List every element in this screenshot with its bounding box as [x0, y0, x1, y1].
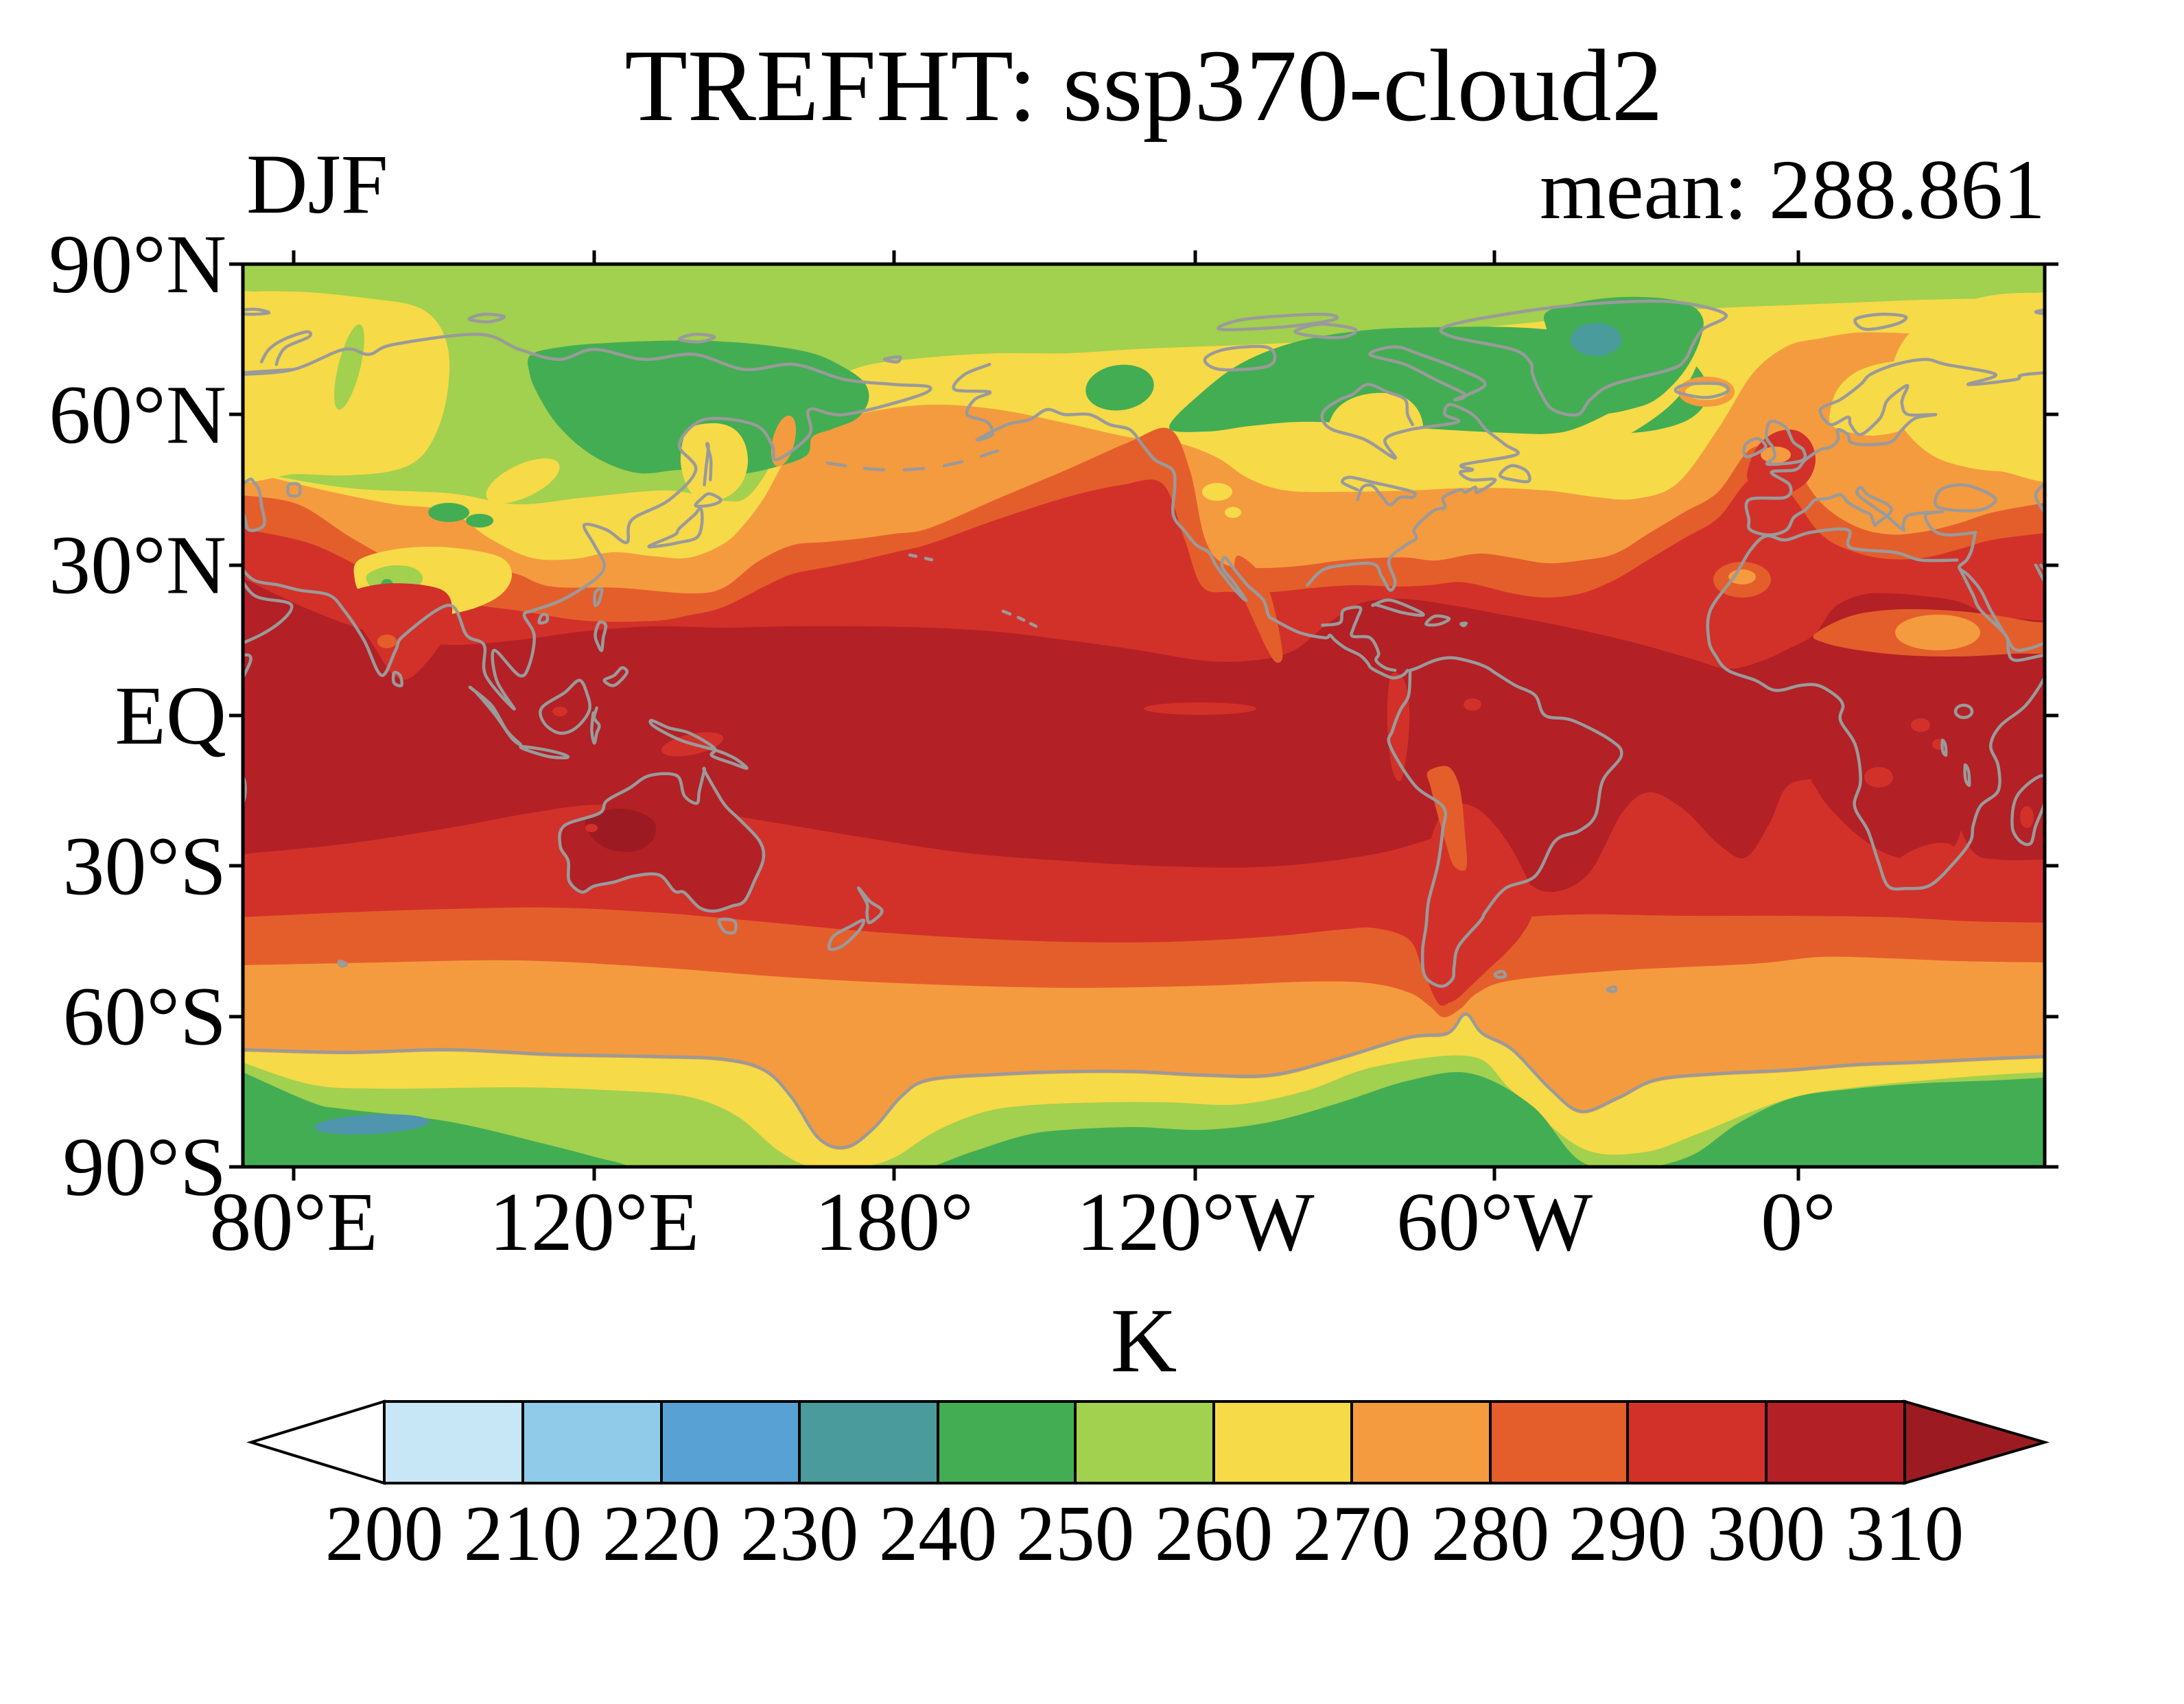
- svg-text:310: 310: [1846, 1490, 1964, 1577]
- svg-text:mean: 288.861: mean: 288.861: [1540, 143, 2045, 237]
- svg-text:280: 280: [1431, 1490, 1550, 1577]
- svg-text:60°S: 60°S: [62, 971, 226, 1063]
- svg-text:30°S: 30°S: [62, 820, 226, 912]
- svg-text:60°N: 60°N: [49, 368, 226, 461]
- svg-text:240: 240: [879, 1490, 998, 1577]
- svg-text:DJF: DJF: [246, 137, 388, 231]
- svg-text:90°N: 90°N: [49, 218, 226, 311]
- svg-text:200: 200: [325, 1490, 444, 1577]
- svg-text:120°W: 120°W: [1077, 1176, 1315, 1268]
- svg-text:230: 230: [740, 1490, 859, 1577]
- svg-text:180°: 180°: [814, 1176, 974, 1268]
- svg-text:30°N: 30°N: [49, 519, 226, 612]
- svg-text:60°W: 60°W: [1396, 1176, 1593, 1268]
- svg-text:TREFHT: ssp370-cloud2: TREFHT: ssp370-cloud2: [624, 29, 1663, 143]
- svg-text:250: 250: [1016, 1490, 1135, 1577]
- svg-text:210: 210: [464, 1490, 583, 1577]
- svg-text:290: 290: [1569, 1490, 1687, 1577]
- svg-text:0°: 0°: [1761, 1176, 1836, 1268]
- svg-text:220: 220: [602, 1490, 721, 1577]
- svg-text:260: 260: [1155, 1490, 1273, 1577]
- svg-text:120°E: 120°E: [489, 1176, 699, 1268]
- svg-text:K: K: [1111, 1290, 1177, 1391]
- svg-text:90°S: 90°S: [62, 1121, 226, 1214]
- svg-text:270: 270: [1293, 1490, 1411, 1577]
- svg-text:EQ: EQ: [115, 670, 226, 762]
- svg-text:300: 300: [1707, 1490, 1826, 1577]
- svg-text:80°E: 80°E: [209, 1176, 377, 1268]
